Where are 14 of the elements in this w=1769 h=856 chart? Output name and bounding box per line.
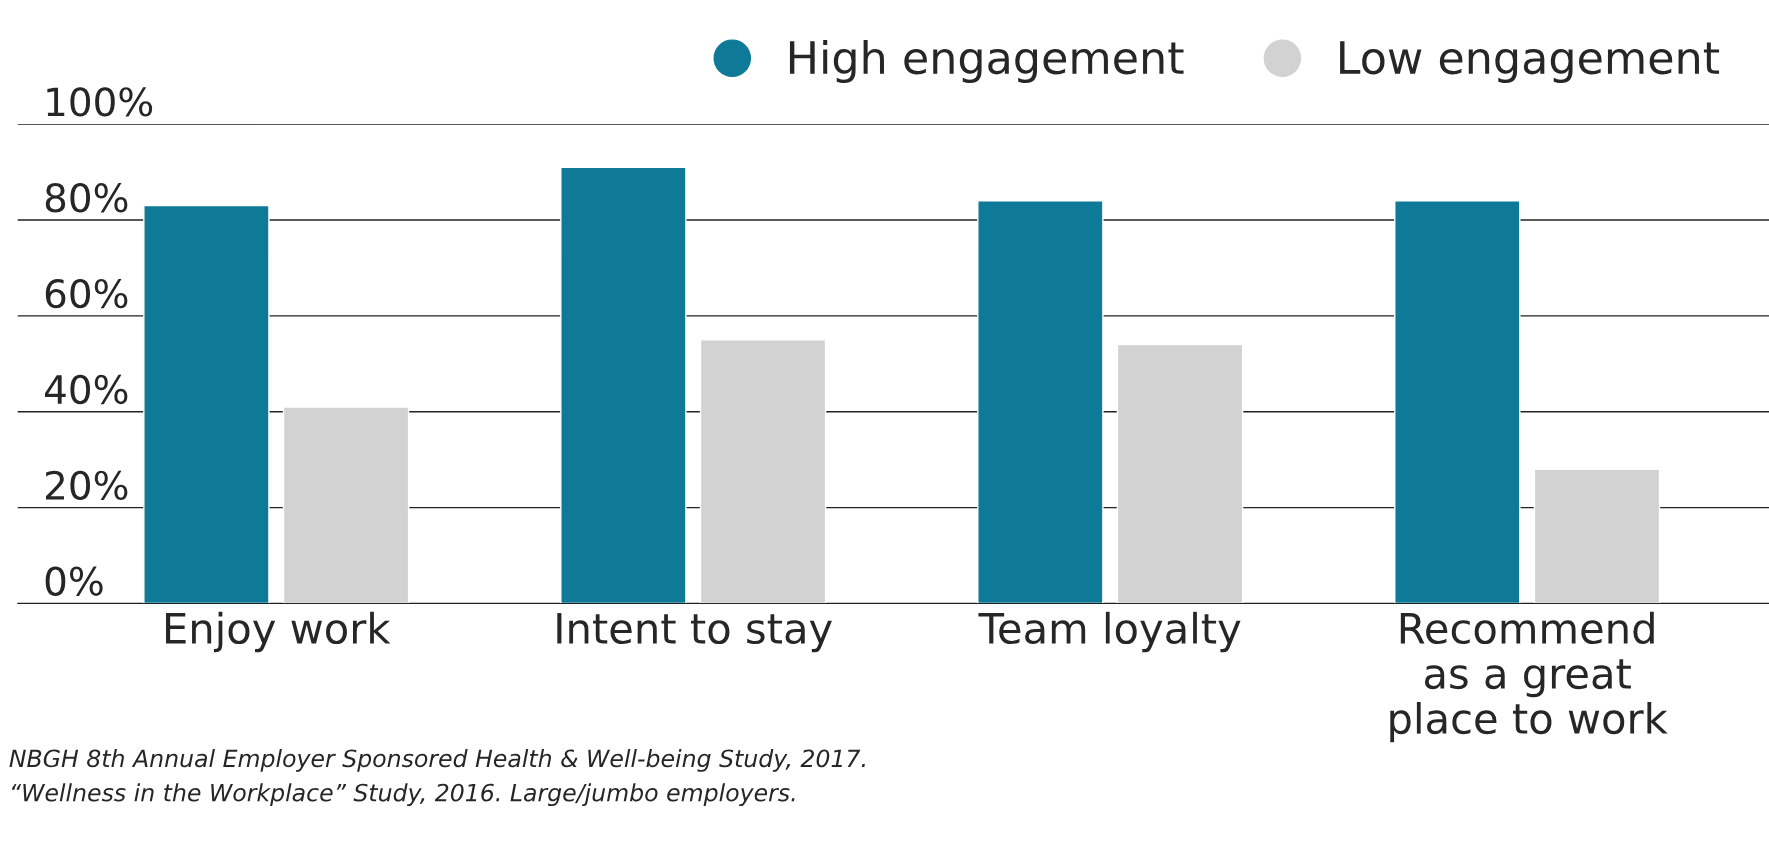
legend-label: High engagement [789,40,1184,84]
x-tick-label: Enjoy work [166,611,391,653]
y-tick-label: 0% [45,566,103,596]
text: “Wellness in the Workplace” Study, 2016. Large/jumbo employers. [11,783,795,807]
y-tick-label: 80% [45,183,128,213]
y-tick-label: 60% [45,278,128,309]
x-tick-label: Recommend as a great place to work [1390,611,1668,743]
x-tick-label: Intent to stay [557,613,832,653]
legend-label: Low engagement [1340,41,1720,84]
x-tick-label: Team loyalty [978,611,1241,653]
y-tick-label: 40% [45,374,128,405]
y-tick-label: 20% [45,470,128,501]
text: NBGH 8th Annual Employer Sponsored Health & Well-being Study, 2017. [9,749,865,772]
y-tick-label: 100% [47,87,153,117]
